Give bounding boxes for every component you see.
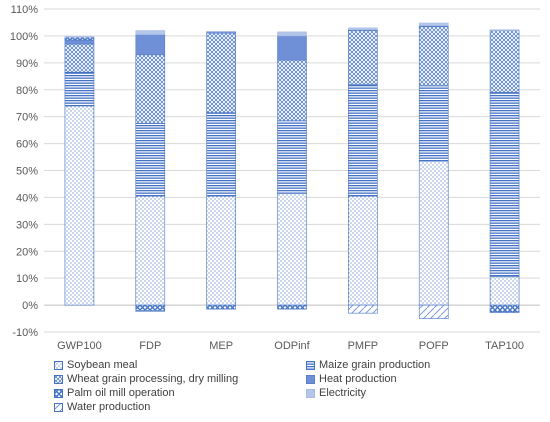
- legend-item: Soybean meal: [54, 359, 137, 371]
- bar-segment: [418, 85, 449, 162]
- bar-segment: [277, 304, 307, 310]
- bar-segment: [418, 26, 449, 87]
- y-tick-label: 100%: [10, 31, 38, 43]
- x-axis-category-labels: GWP100 FDP MEP ODPinf PMFP POFP TAP100: [57, 340, 524, 352]
- bar-segment: [64, 43, 95, 73]
- legend-label: Palm oil mill operation: [67, 387, 175, 399]
- bar-segment: [489, 29, 520, 31]
- x-category-label: FDP: [139, 340, 161, 352]
- y-tick-label: 70%: [16, 112, 38, 124]
- legend-item: Heat production: [306, 373, 397, 385]
- bar-segment: [277, 59, 307, 122]
- y-tick-label: -10%: [12, 327, 38, 339]
- bar-segment: [206, 304, 236, 310]
- legend-swatch: [306, 360, 315, 370]
- bar-segment: [135, 123, 166, 197]
- y-tick-label: 60%: [16, 139, 38, 151]
- legend-label: Electricity: [319, 387, 367, 399]
- legend-label: Heat production: [319, 373, 397, 385]
- legend-item: Maize grain production: [306, 359, 430, 371]
- bar-segment: [206, 31, 236, 33]
- x-category-label: MEP: [209, 340, 233, 352]
- bar-segment: [135, 34, 166, 56]
- legend-label: Water production: [67, 401, 151, 413]
- y-axis-tick-labels: -10% 0% 10% 20% 30% 40% 50% 60% 70% 80% 90% 100% 110…: [10, 4, 38, 339]
- legend-item: Wheat grain processing, dry milling: [54, 373, 238, 385]
- x-category-label: ODPinf: [274, 340, 310, 352]
- bar-segment: [135, 195, 166, 306]
- x-category-label: PMFP: [348, 340, 379, 352]
- y-tick-label: 20%: [16, 246, 38, 258]
- bar-segment: [135, 54, 166, 124]
- bar-segment: [489, 92, 520, 278]
- bar-segment: [135, 30, 166, 35]
- legend-item: Palm oil mill operation: [54, 387, 175, 399]
- legend-label: Maize grain production: [319, 359, 431, 371]
- y-tick-label: 30%: [16, 219, 38, 231]
- x-category-label: TAP100: [485, 340, 524, 352]
- bar-segment: [348, 84, 378, 197]
- bar-segment: [277, 120, 307, 194]
- legend-swatch: [54, 402, 63, 412]
- bar-segment: [206, 195, 236, 306]
- bar-segment: [489, 304, 520, 313]
- bar-segment: [277, 35, 307, 61]
- x-category-label: GWP100: [57, 340, 102, 352]
- bar-segment: [277, 193, 307, 306]
- legend-swatch: [306, 374, 315, 384]
- bar-segment: [489, 311, 520, 313]
- bar-segment: [135, 304, 166, 311]
- y-tick-label: 0%: [22, 300, 38, 312]
- bar-segment: [64, 71, 95, 107]
- bar-segment: [489, 30, 520, 93]
- legend-item: Water production: [54, 401, 150, 413]
- bar-segment: [135, 310, 166, 312]
- x-category-label: POFP: [419, 340, 449, 352]
- y-tick-label: 90%: [16, 58, 38, 70]
- bar-segment: [64, 36, 95, 41]
- bar-segment: [64, 36, 95, 38]
- bar-segment: [64, 39, 95, 45]
- bar-segment: [348, 30, 378, 85]
- bar-segment: [489, 276, 520, 306]
- legend-swatch: [54, 374, 63, 384]
- y-tick-label: 50%: [16, 166, 38, 178]
- y-tick-label: 80%: [16, 85, 38, 97]
- bar-segment: [418, 160, 449, 306]
- legend-swatch: [54, 360, 63, 370]
- bar-segment: [206, 32, 236, 113]
- bar-segment: [64, 105, 95, 306]
- y-tick-label: 110%: [11, 4, 39, 16]
- bar-segment: [348, 304, 378, 314]
- bar-stacks: [64, 22, 520, 319]
- bar-segment: [277, 31, 307, 37]
- legend-swatch: [306, 388, 315, 398]
- legend-item: Electricity: [306, 387, 366, 399]
- bar-segment: [348, 195, 378, 306]
- y-tick-label: 40%: [16, 192, 38, 204]
- legend-swatch: [54, 388, 63, 398]
- legend-label: Soybean meal: [67, 359, 138, 371]
- y-tick-label: 10%: [16, 273, 38, 285]
- bar-segment: [348, 27, 378, 31]
- legend-label: Wheat grain processing, dry milling: [67, 373, 239, 385]
- bar-segment: [418, 304, 449, 319]
- bar-segment: [206, 112, 236, 197]
- bar-segment: [418, 22, 449, 26]
